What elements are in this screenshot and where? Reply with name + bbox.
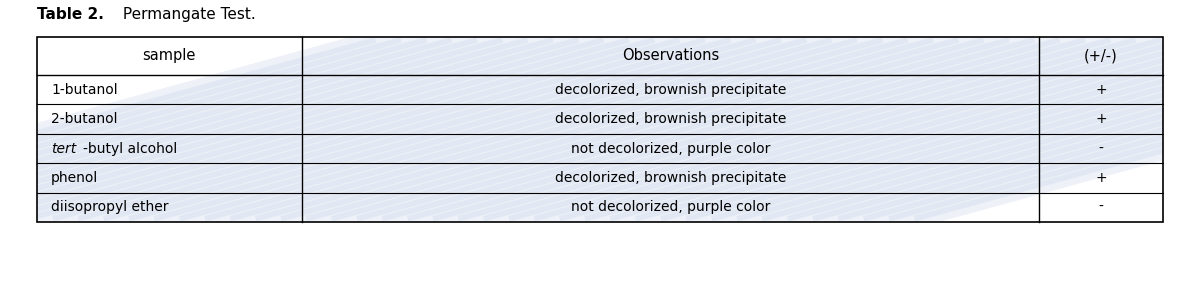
Text: decolorized, brownish precipitate: decolorized, brownish precipitate — [555, 171, 786, 185]
Text: Table 2.: Table 2. — [37, 7, 103, 22]
Text: phenol: phenol — [51, 171, 99, 185]
Text: sample: sample — [143, 48, 196, 63]
Bar — [37, 37, 1163, 222]
Text: 1-butanol: 1-butanol — [51, 83, 118, 97]
Text: +: + — [1095, 171, 1107, 185]
Text: decolorized, brownish precipitate: decolorized, brownish precipitate — [555, 83, 786, 97]
Text: +: + — [1095, 112, 1107, 126]
Text: Permangate Test.: Permangate Test. — [118, 7, 255, 22]
Text: 2-butanol: 2-butanol — [51, 112, 118, 126]
Text: decolorized, brownish precipitate: decolorized, brownish precipitate — [555, 112, 786, 126]
Text: -butyl alcohol: -butyl alcohol — [83, 141, 177, 156]
Bar — [37, 37, 1163, 222]
Text: (+/-): (+/-) — [1085, 48, 1118, 63]
Text: Observations: Observations — [621, 48, 719, 63]
Text: -: - — [1099, 200, 1104, 214]
Text: +: + — [1095, 83, 1107, 97]
Text: not decolorized, purple color: not decolorized, purple color — [570, 200, 770, 214]
Text: not decolorized, purple color: not decolorized, purple color — [570, 141, 770, 156]
Text: -: - — [1099, 141, 1104, 156]
Text: diisopropyl ether: diisopropyl ether — [51, 200, 169, 214]
Text: tert: tert — [51, 141, 76, 156]
